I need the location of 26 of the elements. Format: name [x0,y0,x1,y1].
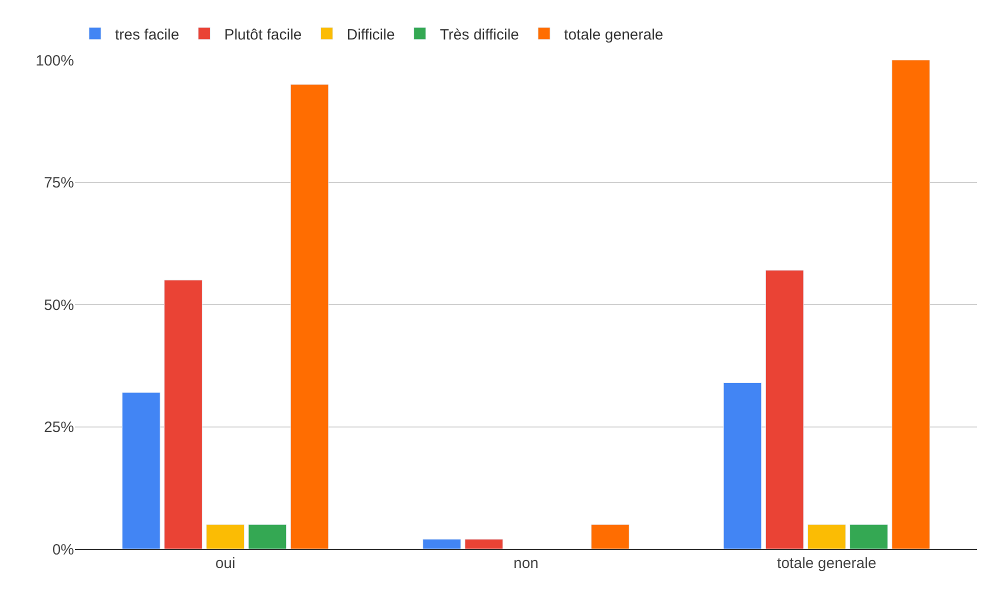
legend-label: Très difficile [440,26,520,44]
legend-label: Difficile [346,26,395,44]
x-tick-label: non [513,555,539,572]
x-tick-label: totale generale [777,555,876,572]
bar [590,524,630,549]
legend-label: totale generale [564,26,664,44]
bar [807,524,846,549]
y-tick-label: 0% [52,541,74,558]
x-tick-label: oui [215,555,236,572]
bar [464,538,504,549]
bar [850,524,888,549]
bar [422,538,462,549]
legend-label: tres facile [115,26,180,44]
bar [248,524,287,549]
y-tick-label: 25% [44,419,74,436]
bar [164,280,202,549]
bar [206,524,245,549]
y-tick-label: 100% [36,52,74,70]
bar [765,270,804,549]
bar [290,84,329,549]
bar [892,60,930,549]
y-tick-label: 50% [44,296,74,314]
bar [723,382,762,549]
y-tick-label: 75% [44,174,74,192]
legend-label: Plutôt facile [224,26,302,44]
bar [122,392,160,549]
